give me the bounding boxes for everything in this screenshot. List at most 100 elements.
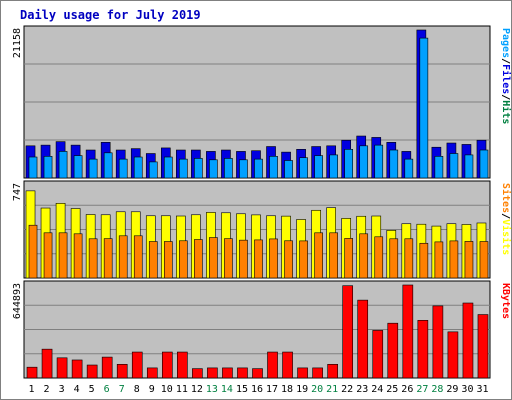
bar-hits-files (28, 156, 38, 179)
bar-hits-files (434, 156, 444, 179)
bar-kbytes-kbytes (71, 359, 83, 379)
x-tick-label: 20 (311, 384, 323, 395)
bar-kbytes-kbytes (207, 367, 218, 379)
x-tick-label: 17 (266, 384, 278, 395)
bar-kbytes-kbytes (417, 320, 429, 379)
x-tick-label: 29 (446, 384, 458, 395)
bar-hits-files (479, 149, 489, 179)
bar-visits-sites (449, 240, 459, 279)
legend-entry: Hits (500, 100, 512, 124)
bar-hits-files (194, 158, 203, 179)
x-tick-label: 27 (416, 384, 428, 395)
legend-entry: / (500, 58, 511, 64)
bar-kbytes-kbytes (101, 356, 113, 379)
x-tick-label: 23 (356, 384, 368, 395)
x-tick-label: 31 (476, 384, 488, 395)
bar-visits-sites (314, 232, 323, 279)
bar-visits-sites (148, 241, 158, 279)
x-tick-label: 18 (281, 384, 293, 395)
x-tick-label: 7 (119, 384, 125, 395)
bar-hits-files (344, 149, 354, 179)
legend-entry: / (500, 94, 511, 100)
legend-entry: Sites (500, 183, 512, 213)
bar-hits-files (239, 159, 248, 179)
legend-entry: KBytes (500, 283, 511, 319)
legend-entry: Visits (500, 219, 512, 255)
bar-hits-files (464, 154, 474, 179)
bar-visits-sites (419, 242, 429, 279)
x-tick-label: 6 (104, 384, 110, 395)
bar-visits-sites (239, 239, 248, 279)
bar-kbytes-kbytes (41, 348, 53, 379)
bar-visits-sites (284, 240, 293, 279)
x-tick-label: 1 (29, 384, 35, 395)
bar-visits-sites (299, 240, 308, 279)
bar-visits-sites (209, 237, 218, 279)
x-axis-labels: 1 2 3 4 5 6 7 8 9 10 11 12 13 14 15 16 17 18 19 20 21 22 23 24 2… (29, 384, 489, 395)
bar-kbytes-kbytes (477, 314, 489, 379)
bar-kbytes-kbytes (342, 285, 354, 379)
bar-hits-files (43, 156, 53, 179)
bar-visits-sites (224, 238, 233, 279)
bar-kbytes-kbytes (237, 367, 248, 379)
x-tick-label: 11 (176, 384, 188, 395)
panel-visits-ymax-label: 747 (12, 183, 23, 201)
bar-kbytes-kbytes (222, 367, 233, 379)
bar-kbytes-kbytes (312, 367, 323, 379)
panel-kbytes-legend: KBytes (500, 283, 511, 319)
bar-visits-sites (269, 238, 278, 279)
x-tick-label: 5 (89, 384, 95, 395)
x-tick-label: 8 (134, 384, 140, 395)
legend-entry: Pages (500, 28, 511, 58)
bar-kbytes-kbytes (297, 367, 308, 379)
x-tick-label: 28 (431, 384, 443, 395)
bar-visits-sites (73, 233, 83, 279)
bar-hits-files (404, 158, 414, 179)
bar-visits-sites (133, 235, 143, 279)
bar-hits-files (118, 158, 128, 179)
chart-title: Daily usage for July 2019 (20, 8, 201, 22)
bar-kbytes-kbytes (282, 351, 293, 379)
x-tick-label: 2 (44, 384, 50, 395)
bar-kbytes-kbytes (447, 331, 459, 379)
bar-hits-files (73, 155, 83, 179)
x-tick-label: 21 (326, 384, 338, 395)
panel-hits-ymax-label: 21158 (12, 28, 23, 58)
bar-kbytes-kbytes (372, 330, 384, 379)
x-tick-label: 30 (461, 384, 473, 395)
bar-hits-files (314, 155, 323, 179)
x-tick-label: 13 (206, 384, 218, 395)
bar-kbytes-kbytes (56, 357, 68, 379)
bar-hits-files (329, 154, 338, 179)
bar-visits-sites (163, 241, 173, 279)
x-tick-label: 22 (341, 384, 353, 395)
bar-visits-sites (374, 236, 384, 279)
bar-hits-files (284, 160, 293, 179)
bar-hits-files (163, 156, 173, 179)
bar-kbytes-kbytes (357, 299, 369, 379)
bar-kbytes-kbytes (462, 302, 474, 379)
x-tick-label: 26 (401, 384, 413, 395)
bar-visits-sites (254, 239, 263, 279)
bar-kbytes-kbytes (387, 322, 399, 379)
bar-hits-files (209, 159, 218, 179)
bar-visits-sites (359, 233, 369, 279)
x-tick-label: 12 (191, 384, 203, 395)
panel-kbytes: 644893 KBytes (12, 280, 511, 379)
bar-visits-sites (43, 232, 53, 279)
bar-kbytes-kbytes (192, 368, 203, 379)
x-tick-label: 14 (221, 384, 233, 395)
bar-visits-sites (103, 238, 113, 279)
legend-entry: / (500, 213, 511, 219)
bar-visits-sites (479, 241, 489, 279)
bar-kbytes-kbytes (131, 351, 143, 379)
x-tick-label: 4 (74, 384, 80, 395)
bar-kbytes-kbytes (161, 351, 173, 379)
bar-visits-sites (118, 235, 128, 279)
bar-visits-sites (194, 239, 203, 279)
bar-hits-files (133, 156, 143, 179)
panel-hits: 21158 Pages/Files/Hits (12, 25, 512, 179)
bar-kbytes-kbytes (402, 284, 414, 379)
bar-kbytes-kbytes (327, 364, 338, 379)
legend-entry: Files (500, 64, 512, 94)
